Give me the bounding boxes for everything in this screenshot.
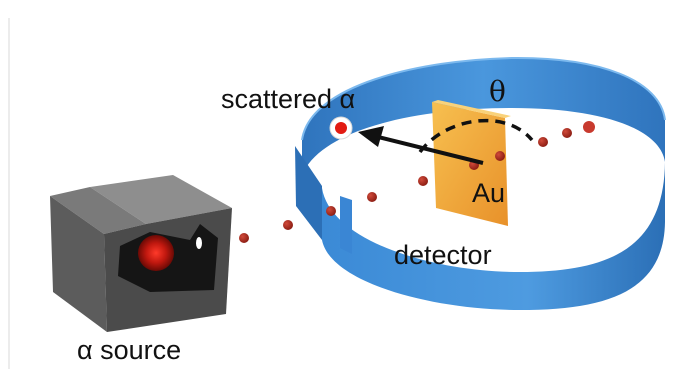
box-top-left — [50, 187, 146, 234]
radioactive-source — [138, 235, 174, 271]
detector-ring-rim — [301, 56, 666, 141]
label-scattered-alpha: scattered α — [221, 84, 356, 114]
gold-foil-edge — [432, 100, 511, 118]
label-gold-foil: Au — [472, 178, 506, 208]
box-left-face — [50, 196, 107, 332]
alpha-particle — [367, 192, 377, 202]
alpha-particle — [418, 176, 428, 186]
alpha-particle — [495, 151, 505, 161]
alpha-particle — [562, 128, 572, 138]
particle-path — [239, 128, 572, 243]
label-theta: θ — [489, 75, 506, 108]
detector-hit-forward — [583, 121, 595, 133]
source-aperture — [196, 237, 202, 249]
detector-hit-scattered — [335, 122, 347, 134]
detector-ring-back — [302, 57, 665, 175]
scattered-arrow-head — [358, 126, 384, 147]
alpha-particle — [239, 233, 249, 243]
alpha-particle — [538, 137, 548, 147]
alpha-source-box — [50, 175, 232, 332]
detector-ring-front — [322, 162, 665, 310]
alpha-particle — [326, 206, 336, 216]
scattered-arrow-shaft — [373, 134, 484, 165]
detector-ring — [301, 56, 666, 175]
alpha-particle — [283, 220, 293, 230]
label-detector: detector — [394, 240, 492, 270]
box-top-face — [90, 175, 232, 224]
detector-ring-gap-right — [340, 196, 352, 254]
label-alpha-source: α source — [77, 335, 182, 365]
detector-ring-gap-left — [295, 146, 322, 240]
